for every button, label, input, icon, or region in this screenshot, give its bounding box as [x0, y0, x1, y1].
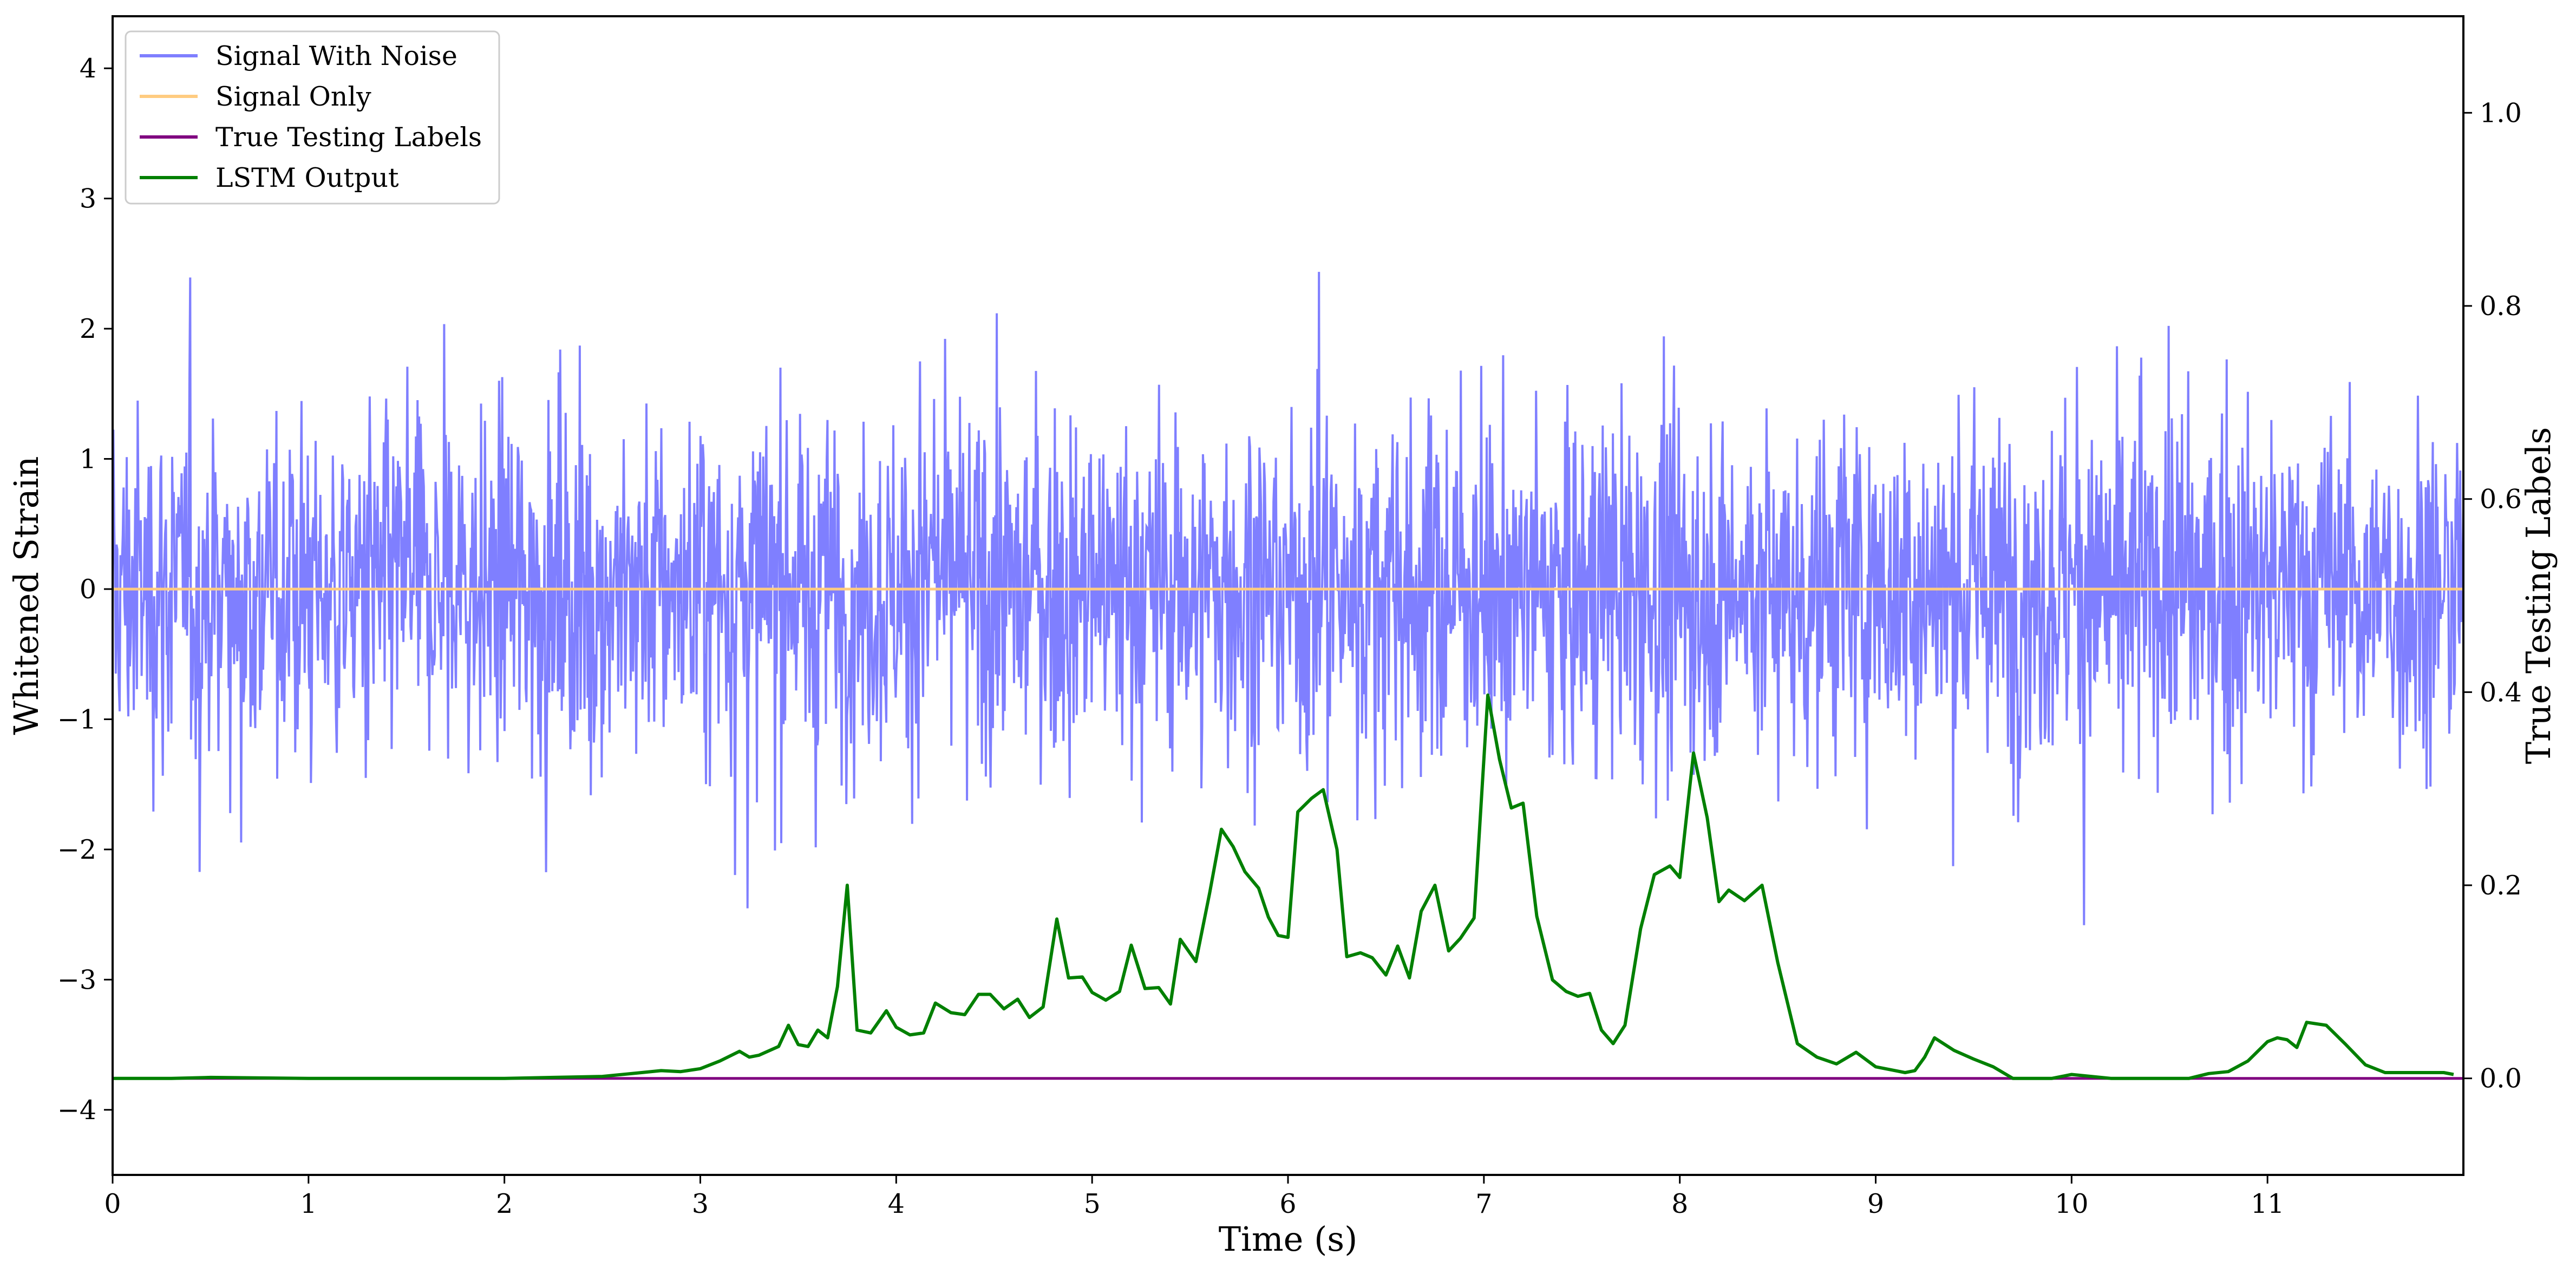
x-tick-label: 2: [496, 1188, 513, 1219]
y-axis-label-left: Whitened Strain: [6, 456, 46, 735]
y-left-tick-label: 3: [80, 184, 96, 214]
tick-layer: 0 1 2 3 4 5 6 7 8 9 10 11 −4 −3 −2 −1 0 1 2 3 4 0.0 0.2 0.4 0.6 0…: [57, 53, 2522, 1219]
legend-box: [125, 30, 500, 205]
x-tick-label: 7: [1475, 1188, 1492, 1219]
y-left-tick-label: −1: [57, 704, 96, 735]
y-left-tick-label: 1: [80, 444, 96, 475]
x-tick-label: 11: [2251, 1188, 2284, 1219]
x-tick-label: 3: [692, 1188, 709, 1219]
x-tick-label: 0: [104, 1188, 121, 1219]
y-left-tick-label: −4: [57, 1095, 96, 1126]
line-series-layer: [113, 587, 2463, 1080]
y-right-tick-label: 0.6: [2480, 484, 2522, 515]
y-right-tick-label: 0.2: [2480, 870, 2522, 901]
y-left-tick-label: −2: [57, 834, 96, 865]
x-tick-label: 8: [1671, 1188, 1688, 1219]
lstm-output-line: [113, 693, 2454, 1080]
y-left-tick-label: 0: [80, 574, 96, 605]
x-tick-label: 4: [888, 1188, 905, 1219]
y-left-tick-label: 2: [80, 313, 96, 344]
legend-label-signal-with-noise: Signal With Noise: [215, 41, 457, 71]
y-axis-label-right: True Testing Labels: [2519, 427, 2558, 765]
y-right-tick-label: 1.0: [2480, 97, 2522, 128]
y-left-tick-label: −3: [57, 964, 96, 995]
legend-label-lstm-output: LSTM Output: [215, 162, 399, 193]
signal-with-noise-line: [112, 272, 2464, 925]
x-tick-label: 6: [1279, 1188, 1296, 1219]
x-tick-label: 10: [2055, 1188, 2088, 1219]
y-right-tick-label: 0.4: [2480, 677, 2522, 708]
x-axis-label: Time (s): [1219, 1219, 1358, 1259]
y-left-tick-label: 4: [80, 53, 96, 84]
y-right-tick-label: 0.0: [2480, 1063, 2522, 1094]
legend: Signal With Noise Signal Only True Testi…: [125, 30, 500, 205]
legend-label-signal-only: Signal Only: [215, 81, 371, 112]
signal-with-noise-series: [112, 272, 2464, 925]
x-tick-label: 9: [1867, 1188, 1884, 1219]
legend-label-true-testing-labels: True Testing Labels: [215, 122, 482, 153]
x-tick-label: 5: [1084, 1188, 1101, 1219]
x-tick-label: 1: [300, 1188, 317, 1219]
y-right-tick-label: 0.8: [2480, 291, 2522, 322]
